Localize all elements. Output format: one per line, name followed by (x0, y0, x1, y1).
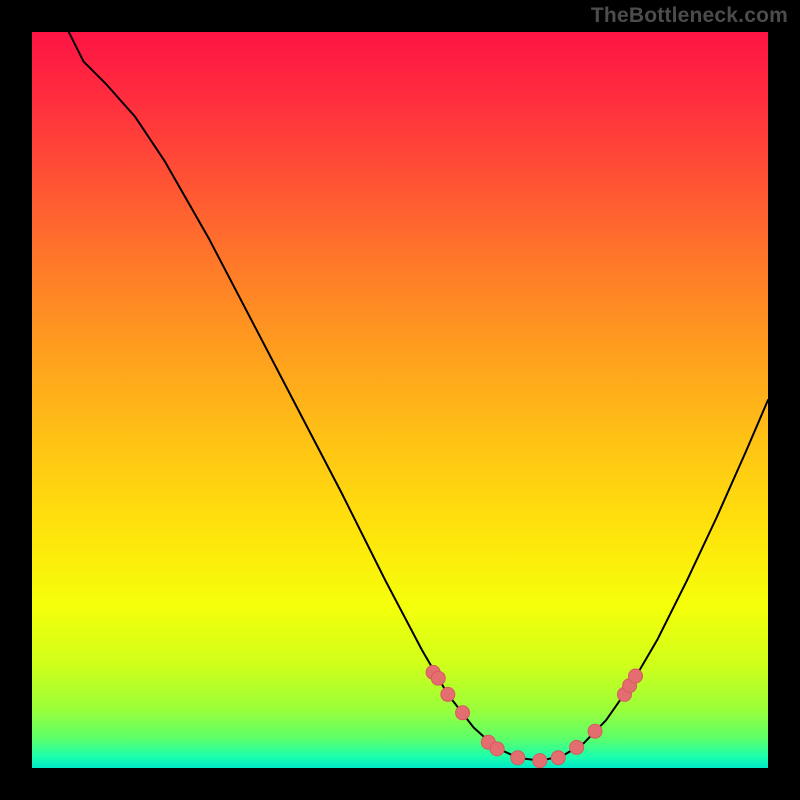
curve-marker (570, 740, 584, 754)
curve-marker (588, 724, 602, 738)
curve-marker (551, 751, 565, 765)
curve-marker (490, 742, 504, 756)
plot-area (32, 32, 768, 768)
plot-svg (32, 32, 768, 768)
curve-marker (441, 687, 455, 701)
curve-marker (533, 754, 547, 768)
curve-marker (511, 751, 525, 765)
chart-frame: TheBottleneck.com (0, 0, 800, 800)
curve-marker (629, 669, 643, 683)
curve-marker (431, 671, 445, 685)
gradient-background (32, 32, 768, 768)
watermark-text: TheBottleneck.com (591, 4, 788, 28)
curve-marker (456, 706, 470, 720)
